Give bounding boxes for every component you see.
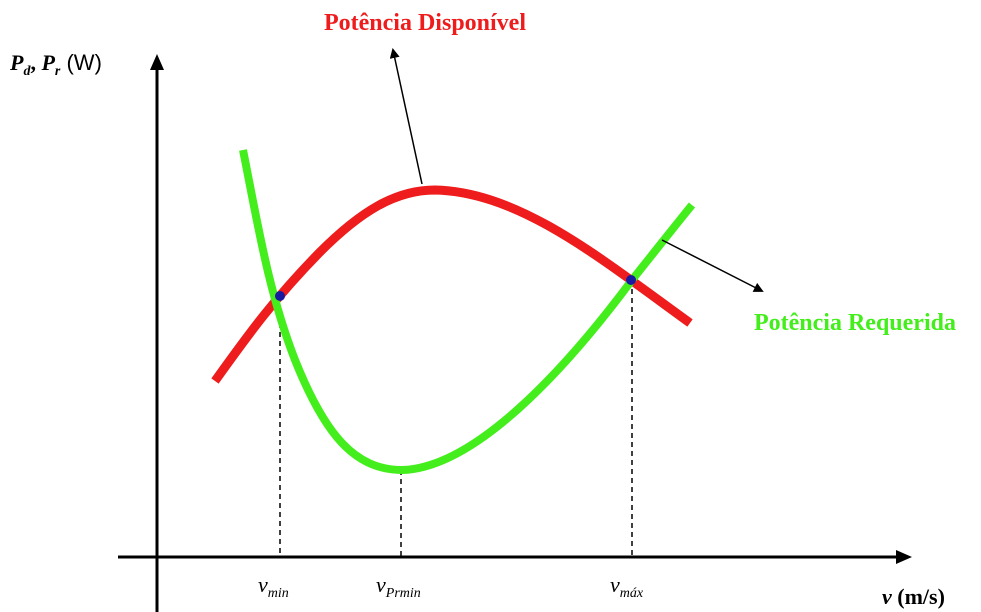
curve-label: Potência Disponível <box>324 10 526 36</box>
label-part: P <box>9 50 24 75</box>
marker-label: vmin <box>258 572 289 601</box>
x-axis-label: v (m/s) <box>882 584 945 609</box>
intersection <box>275 291 285 301</box>
label-part: v <box>376 572 386 597</box>
label-part: v <box>882 584 892 609</box>
intersection <box>626 275 636 285</box>
label-part: , <box>30 50 41 75</box>
label-part: d <box>23 64 31 79</box>
label-part: r <box>55 64 61 79</box>
label-part: P <box>40 50 55 75</box>
pointer <box>661 239 764 292</box>
marker-label: vPrmin <box>376 572 421 601</box>
pointer <box>389 48 423 185</box>
label-part: máx <box>620 586 644 601</box>
guides <box>279 280 633 557</box>
x-arrow <box>896 550 912 564</box>
available-power-curve <box>211 185 693 384</box>
label-part: (W) <box>60 50 102 75</box>
label-part: v <box>258 572 268 597</box>
label-part: (m/s) <box>892 584 945 609</box>
y-axis-label: Pd, Pr (W) <box>9 50 102 79</box>
curve-label: Potência Requerida <box>754 310 956 336</box>
label-part: v <box>610 572 620 597</box>
label-part: min <box>268 586 289 601</box>
marker-label: vmáx <box>610 572 644 601</box>
y-arrow <box>150 54 164 70</box>
label-part: Prmin <box>385 586 421 601</box>
